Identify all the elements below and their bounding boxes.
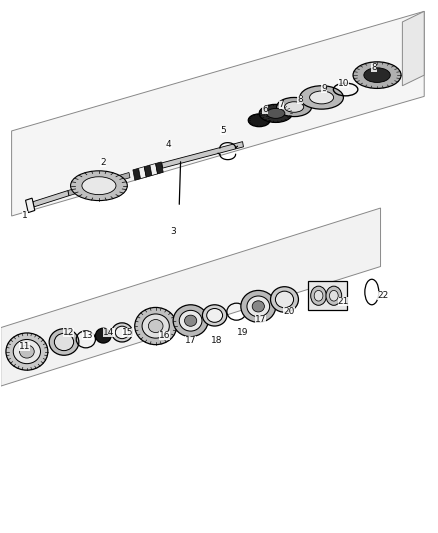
Ellipse shape — [6, 333, 48, 370]
Ellipse shape — [285, 102, 304, 112]
Ellipse shape — [207, 309, 223, 322]
Ellipse shape — [115, 326, 129, 338]
Polygon shape — [162, 142, 244, 168]
Polygon shape — [138, 167, 146, 179]
Ellipse shape — [267, 108, 285, 118]
Ellipse shape — [353, 62, 401, 88]
Text: 13: 13 — [82, 331, 94, 340]
Ellipse shape — [173, 305, 208, 337]
Ellipse shape — [49, 329, 79, 356]
Ellipse shape — [179, 310, 202, 331]
Ellipse shape — [241, 290, 276, 322]
Text: 18: 18 — [211, 336, 223, 345]
Ellipse shape — [54, 333, 74, 351]
Polygon shape — [12, 11, 424, 216]
Ellipse shape — [82, 177, 116, 195]
Text: 21: 21 — [338, 296, 349, 305]
Text: 8: 8 — [297, 94, 303, 103]
Polygon shape — [144, 165, 152, 177]
Text: 11: 11 — [19, 342, 31, 351]
Text: 4: 4 — [166, 140, 172, 149]
Ellipse shape — [142, 314, 170, 338]
Ellipse shape — [20, 345, 34, 358]
Ellipse shape — [314, 290, 323, 301]
Text: 19: 19 — [237, 328, 249, 337]
Ellipse shape — [135, 308, 177, 345]
Text: 9: 9 — [321, 84, 327, 93]
Text: 20: 20 — [283, 307, 294, 316]
Polygon shape — [33, 191, 69, 207]
Text: 1: 1 — [22, 212, 28, 221]
Text: 6: 6 — [262, 105, 268, 114]
Ellipse shape — [310, 91, 334, 104]
Text: 16: 16 — [159, 331, 170, 340]
Ellipse shape — [247, 296, 270, 317]
Ellipse shape — [311, 286, 326, 305]
Ellipse shape — [329, 290, 338, 301]
Text: 5: 5 — [220, 126, 226, 135]
Polygon shape — [1, 208, 381, 386]
Polygon shape — [403, 11, 424, 86]
Ellipse shape — [364, 68, 390, 83]
Text: 14: 14 — [103, 328, 115, 337]
Text: 10: 10 — [338, 78, 349, 87]
Text: 8: 8 — [371, 63, 377, 71]
Text: 22: 22 — [377, 291, 389, 300]
Ellipse shape — [184, 315, 197, 326]
Polygon shape — [150, 164, 158, 175]
Text: 15: 15 — [123, 328, 134, 337]
Polygon shape — [68, 173, 130, 196]
Ellipse shape — [95, 328, 111, 343]
Polygon shape — [133, 168, 141, 180]
Ellipse shape — [300, 86, 343, 109]
Ellipse shape — [112, 323, 133, 342]
Ellipse shape — [277, 98, 311, 117]
Ellipse shape — [276, 291, 293, 308]
Bar — [307, 281, 347, 310]
Text: 12: 12 — [63, 328, 74, 337]
Ellipse shape — [252, 301, 265, 312]
Ellipse shape — [259, 104, 292, 123]
Polygon shape — [25, 198, 35, 213]
Ellipse shape — [271, 287, 298, 312]
Ellipse shape — [202, 305, 227, 326]
Ellipse shape — [71, 171, 127, 200]
Ellipse shape — [248, 114, 270, 127]
Text: 3: 3 — [170, 228, 176, 237]
Ellipse shape — [148, 319, 163, 333]
Ellipse shape — [326, 286, 342, 305]
Polygon shape — [155, 162, 163, 174]
Text: 17: 17 — [185, 336, 196, 345]
Text: 17: 17 — [255, 315, 266, 324]
Text: 7: 7 — [279, 100, 284, 109]
Ellipse shape — [13, 340, 40, 364]
Text: 2: 2 — [100, 158, 106, 167]
